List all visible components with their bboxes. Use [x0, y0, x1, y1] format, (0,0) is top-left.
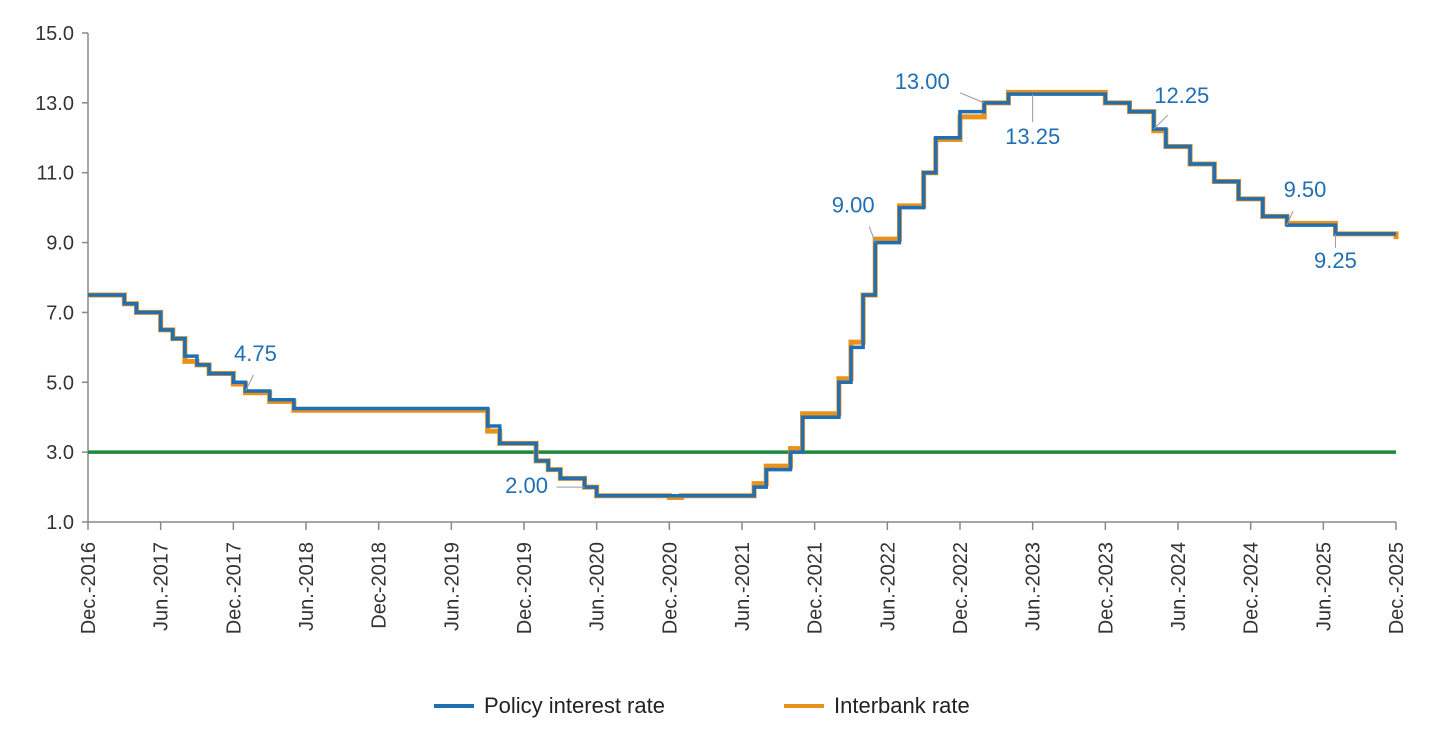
- x-tick-label: Jun.-2021: [732, 542, 754, 631]
- x-tick-label: Dec.-2023: [1095, 542, 1117, 634]
- annotation-leader: [1286, 210, 1294, 226]
- x-tick-label: Dec.-2020: [659, 542, 681, 634]
- x-tick-label: Jun.-2025: [1313, 542, 1335, 631]
- annotation-leader: [868, 226, 876, 243]
- legend-item-interbank-rate: Interbank rate: [784, 688, 970, 724]
- y-tick-label: 13.0: [35, 93, 74, 115]
- x-tick-label: Jun.-2023: [1023, 542, 1045, 631]
- y-tick-label: 11.0: [37, 163, 74, 185]
- x-tick-label: Dec.-2021: [805, 542, 827, 634]
- y-tick-label: 7.0: [46, 302, 74, 324]
- x-tick-label: Dec.-2019: [514, 542, 536, 634]
- chart-legend: Policy interest rate Interbank rate: [0, 688, 1440, 724]
- annotation-label: 2.00: [505, 473, 548, 498]
- y-tick-label: 5.0: [46, 372, 74, 394]
- legend-label-policy-rate: Policy interest rate: [484, 693, 665, 718]
- y-tick-label: 9.0: [46, 233, 74, 255]
- annotation-label: 4.75: [234, 341, 277, 366]
- chart-plot-area: [88, 89, 1399, 501]
- annotation-leader: [244, 374, 254, 392]
- annotation-label: 13.00: [895, 69, 950, 94]
- line-chart: 1.0 3.0 5.0 7.0 9.0 11.0 13.0 15.0 Dec.-2016 Jun.…: [35, 23, 1408, 634]
- series-interbank-rate: [88, 89, 1399, 501]
- annotation-label: 9.25: [1314, 248, 1357, 273]
- x-tick-label: Dec.-2024: [1241, 542, 1263, 634]
- annotation-leader: [1153, 114, 1169, 130]
- y-tick-label: 1.0: [46, 512, 74, 534]
- legend-item-policy-rate: Policy interest rate: [434, 688, 665, 724]
- y-tick-label: 15.0: [35, 23, 74, 45]
- x-tick-label: Jun.-2018: [296, 542, 318, 631]
- legend-swatch-policy-rate: [434, 704, 474, 708]
- annotation-label: 13.25: [1005, 124, 1060, 149]
- x-tick-label: Dec.-2016: [78, 542, 100, 634]
- legend-swatch-interbank-rate: [784, 704, 824, 708]
- chart-annotations: 4.75 2.00 9.00 13.00 13.25 12.25 9.50 9.25: [234, 69, 1357, 498]
- x-tick-label: Dec.-2022: [950, 542, 972, 634]
- annotation-leader: [960, 92, 985, 104]
- chart-axes: 1.0 3.0 5.0 7.0 9.0 11.0 13.0 15.0 Dec.-2016 Jun.…: [35, 23, 1408, 634]
- x-tick-label: Jun.-2024: [1168, 542, 1190, 631]
- x-tick-label: Jun.-2017: [151, 542, 173, 631]
- x-tick-label: Dec.-2025: [1386, 542, 1408, 634]
- x-tick-label: Dec-2018: [369, 542, 391, 629]
- x-tick-label: Jun.-2020: [587, 542, 609, 631]
- annotation-label: 12.25: [1154, 83, 1209, 108]
- x-tick-label: Jun.-2022: [877, 542, 899, 631]
- x-tick-label: Dec.-2017: [223, 542, 245, 634]
- y-tick-label: 3.0: [46, 442, 74, 464]
- annotation-label: 9.00: [832, 193, 875, 218]
- annotation-label: 9.50: [1284, 177, 1327, 202]
- x-tick-label: Jun.-2019: [441, 542, 463, 631]
- legend-label-interbank-rate: Interbank rate: [834, 693, 970, 718]
- series-policy-interest-rate: [88, 92, 1396, 498]
